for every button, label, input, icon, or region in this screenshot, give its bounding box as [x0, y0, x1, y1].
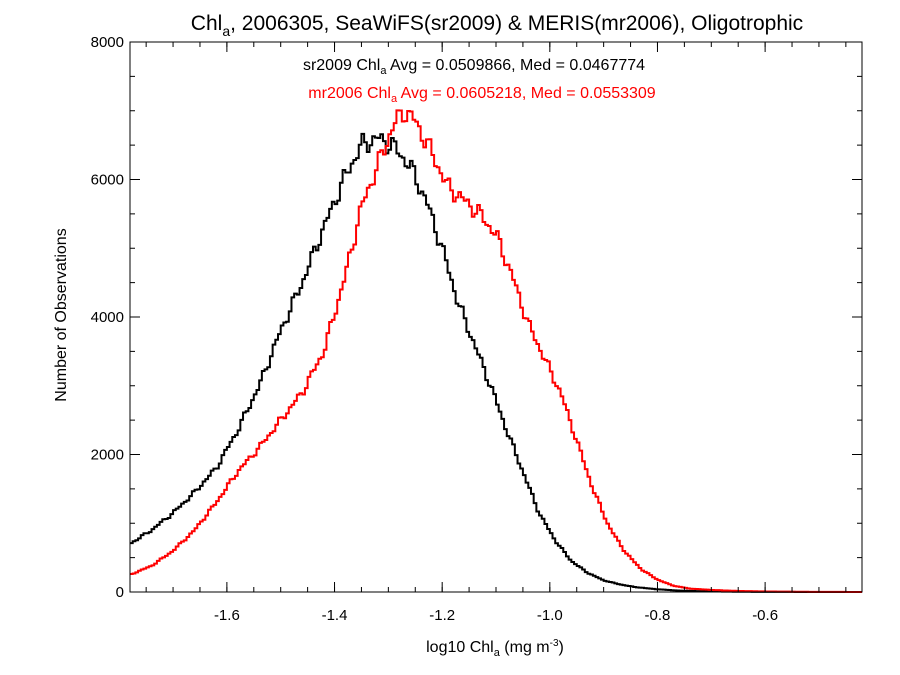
- x-tick-label: -1.2: [429, 607, 455, 624]
- x-tick-label: -0.6: [752, 607, 778, 624]
- y-tick-label: 8000: [91, 34, 124, 51]
- annotation-sr2009-suffix: Avg = 0.0509866, Med = 0.0467774: [386, 57, 645, 74]
- series-line-mr2006: [130, 109, 862, 593]
- annotation-sr2009: sr2009 Chla Avg = 0.0509866, Med = 0.046…: [303, 57, 645, 77]
- y-tick-label: 4000: [91, 309, 124, 326]
- y-tick-label: 6000: [91, 172, 124, 189]
- series-line-sr2009: [130, 132, 862, 593]
- chart-title: Chla, 2006305, SeaWiFS(sr2009) & MERIS(m…: [191, 12, 803, 39]
- title-suffix: , 2006305, SeaWiFS(sr2009) & MERIS(mr200…: [230, 12, 803, 35]
- annotation-mr2006-prefix: mr2006 Chl: [308, 85, 391, 102]
- annotation-sr2009-subscript: a: [380, 65, 387, 77]
- title-prefix: Chl: [191, 12, 223, 35]
- annotation-mr2006: mr2006 Chla Avg = 0.0605218, Med = 0.055…: [308, 85, 656, 105]
- axis-ticks: -1.6 -1.4 -1.2 -1.0 -0.8 -0.6 0 2000 4000 6000 800…: [91, 34, 862, 624]
- x-tick-label: -0.8: [645, 607, 671, 624]
- plot-frame: [129, 41, 863, 593]
- x-axis-label: log10 Chla (mg m-3): [426, 638, 564, 659]
- x-tick-label: -1.6: [214, 607, 240, 624]
- y-axis-label: Number of Observations: [53, 228, 70, 401]
- annotation-mr2006-subscript: a: [391, 93, 398, 105]
- annotation-mr2006-suffix: Avg = 0.0605218, Med = 0.0553309: [397, 85, 656, 102]
- plot-series: [130, 109, 862, 593]
- x-axis-label-superscript: -3: [550, 638, 559, 649]
- annotation-sr2009-prefix: sr2009 Chl: [303, 57, 380, 74]
- title-subscript: a: [222, 23, 230, 39]
- x-axis-label-suffix: ): [559, 639, 564, 656]
- y-tick-label: 0: [116, 584, 124, 601]
- x-axis-label-prefix: log10 Chl: [426, 639, 494, 656]
- x-axis-label-subscript: a: [494, 647, 501, 659]
- x-axis-label-mid: (mg m: [500, 639, 550, 656]
- y-tick-label: 2000: [91, 447, 124, 464]
- x-tick-label: -1.4: [322, 607, 348, 624]
- x-tick-label: -1.0: [537, 607, 563, 624]
